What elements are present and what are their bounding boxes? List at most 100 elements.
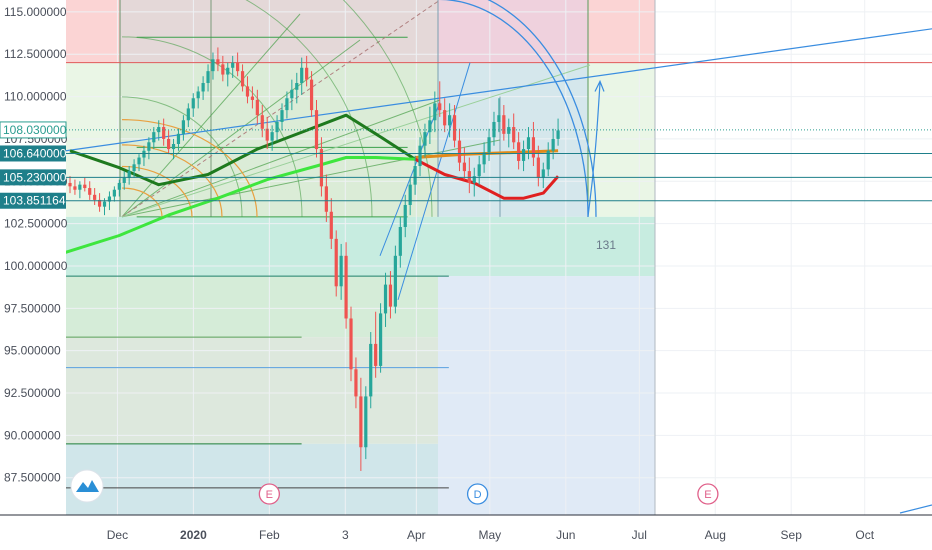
price-tick-label: 100.000000	[4, 259, 68, 273]
time-tick-label: Oct	[855, 528, 874, 542]
arrow-head	[594, 79, 605, 92]
price-tick-label: 87.500000	[4, 471, 61, 485]
candle-body	[541, 169, 545, 178]
price-tick-label: 90.000000	[4, 428, 61, 442]
candle-body	[314, 110, 319, 150]
candle-body	[152, 132, 156, 143]
candle-body	[517, 142, 521, 161]
time-tick-label: Dec	[107, 528, 128, 542]
candle-body	[97, 199, 102, 207]
candle-body	[364, 396, 368, 448]
candle-body	[448, 115, 452, 126]
zone-bottom-left	[66, 443, 438, 515]
candle-body	[359, 396, 363, 448]
price-badge-label: 105.230000	[3, 170, 67, 184]
candle-body	[245, 86, 250, 97]
trend-line-tail	[899, 504, 932, 514]
candle-body	[102, 201, 107, 207]
price-badge	[0, 121, 67, 139]
blue-arc	[487, 0, 597, 217]
candle-body	[398, 227, 402, 256]
candle-body	[181, 120, 185, 134]
projection-arrow	[587, 82, 601, 217]
candle-body	[147, 142, 151, 151]
candle-body	[413, 166, 417, 185]
candle-body	[206, 71, 210, 84]
candle-body	[324, 186, 328, 212]
candlesticks	[68, 47, 560, 471]
candle-body	[231, 62, 235, 68]
gann-fan-line	[121, 99, 441, 218]
candle-body	[457, 140, 462, 163]
candle-body	[408, 184, 412, 205]
candle-body	[507, 127, 511, 134]
price-tick-label: 112.500000	[4, 47, 67, 61]
event-marker-circle	[258, 483, 281, 505]
candle-body	[531, 137, 536, 158]
candle-body	[393, 255, 397, 307]
candle-body	[107, 196, 112, 202]
event-marker-circle	[466, 483, 489, 505]
candle-body	[521, 149, 526, 161]
candle-body	[68, 182, 72, 187]
candle-body	[280, 110, 284, 122]
candle-body	[383, 284, 388, 314]
candle-body	[512, 127, 516, 143]
candle-body	[452, 115, 457, 141]
moving-average-line	[414, 157, 560, 200]
zone-grey-top	[120, 0, 438, 63]
trend-line-small	[397, 62, 471, 300]
candle-body	[374, 343, 378, 366]
candle-body	[112, 189, 116, 197]
price-tick-label: 97.500000	[4, 301, 61, 315]
price-badge-label: 108.030000	[3, 123, 67, 137]
candle-body	[403, 204, 407, 228]
trend-line-blue	[65, 28, 932, 152]
price-badge	[0, 192, 66, 209]
price-tick-label: 102.500000	[4, 217, 68, 231]
candle-body	[295, 83, 299, 90]
candle-body	[309, 79, 314, 111]
time-tick-label: Jun	[556, 528, 575, 542]
logo-icon	[76, 480, 99, 492]
candle-body	[497, 115, 501, 122]
price-badge	[0, 145, 66, 162]
zone-red-left	[66, 0, 120, 63]
candle-body	[492, 121, 496, 138]
candle-body	[344, 255, 348, 319]
zone-grey-green	[66, 337, 438, 444]
logo-circle	[70, 469, 104, 503]
candle-body	[117, 182, 121, 190]
candle-body	[196, 91, 200, 99]
candle-body	[250, 96, 255, 100]
candle-body	[191, 98, 195, 109]
candle-body	[290, 89, 294, 99]
gann-fan-line	[121, 64, 591, 218]
candle-body	[122, 177, 126, 183]
candle-body	[526, 137, 531, 150]
annotation-label: 131	[596, 238, 616, 252]
candle-body	[255, 99, 259, 116]
price-tick-label: 95.000000	[4, 344, 61, 358]
event-marker-label: D	[474, 489, 482, 501]
candle-body	[260, 115, 264, 129]
price-badge-label: 103.851164	[3, 194, 66, 208]
candle-body	[162, 127, 166, 139]
time-tick-label: Apr	[407, 528, 426, 542]
candle-body	[502, 115, 506, 134]
zone-blue-right	[438, 276, 655, 515]
price-tick-label: 110.000000	[4, 90, 67, 104]
candle-body	[556, 130, 560, 139]
event-marker-label: E	[704, 489, 711, 501]
candle-body	[73, 186, 77, 190]
price-tick-label: 92.500000	[4, 386, 61, 400]
candle-body	[334, 238, 338, 287]
gann-fan-line	[121, 39, 361, 218]
time-tick-label: Sep	[781, 528, 803, 542]
orange-arc	[121, 119, 258, 217]
tradingview-logo[interactable]	[70, 469, 104, 503]
candle-body	[137, 157, 141, 165]
candle-body	[226, 67, 230, 75]
